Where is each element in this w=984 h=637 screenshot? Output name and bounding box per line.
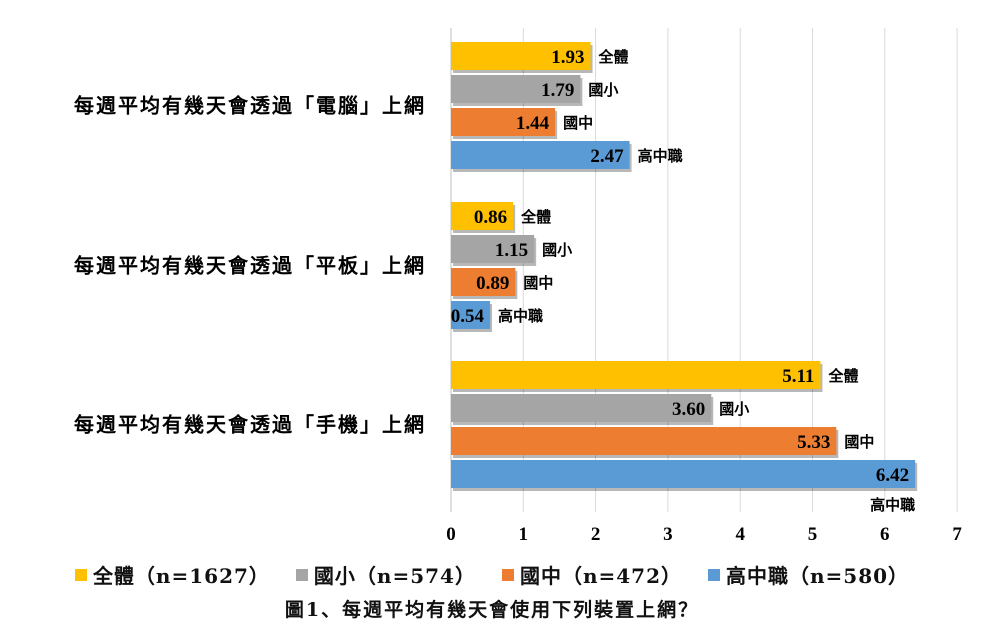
legend-swatch xyxy=(708,568,720,581)
bar xyxy=(451,301,491,329)
series-name-label: 高中職 xyxy=(498,307,543,325)
legend-swatch xyxy=(295,568,308,581)
legend-item: 全體（n=1627） xyxy=(74,560,270,589)
x-tick-label: 2 xyxy=(591,524,601,545)
bar xyxy=(451,141,630,169)
data-label: 0.54 xyxy=(451,306,485,327)
bar-chart: 1.93 全體 1.79 國小 1.44 國中 2.47 高中職 0.86 全體 1.15 國小 0.8… xyxy=(74,28,962,545)
x-tick-label: 0 xyxy=(446,524,456,545)
data-label: 0.86 xyxy=(474,207,507,228)
category-label: 每週平均有幾天會透過「手機」上網 xyxy=(74,413,426,437)
series-name-label: 國中 xyxy=(523,274,553,292)
series-name-label: 國小 xyxy=(542,241,572,259)
x-tick-label: 3 xyxy=(663,524,673,545)
bar xyxy=(451,268,516,296)
x-tick-label: 5 xyxy=(808,524,818,545)
data-label: 1.44 xyxy=(516,113,550,134)
series-name-label: 國小 xyxy=(719,400,749,418)
series-name-label: 國小 xyxy=(588,81,618,99)
data-label: 1.93 xyxy=(551,47,584,68)
series-name-label: 全體 xyxy=(827,367,858,385)
data-label: 1.15 xyxy=(495,240,528,261)
series-name-label: 全體 xyxy=(520,208,551,226)
data-label: 3.60 xyxy=(672,399,705,420)
bar xyxy=(451,202,514,230)
data-label: 2.47 xyxy=(590,146,624,167)
category-label: 每週平均有幾天會透過「平板」上網 xyxy=(74,254,426,278)
bar xyxy=(451,427,837,455)
legend: 全體（n=1627） 國小（n=574） 國中（n=472） 高中職（n=580） xyxy=(0,560,984,589)
bar xyxy=(451,235,535,263)
legend-swatch xyxy=(74,568,87,581)
x-tick-label: 1 xyxy=(519,524,529,545)
series-name-label: 高中職 xyxy=(870,496,915,514)
legend-item: 國小（n=574） xyxy=(295,560,476,589)
legend-item: 國中（n=472） xyxy=(501,560,682,589)
bars: 1.93 全體 1.79 國小 1.44 國中 2.47 高中職 0.86 全體 1.15 國小 0.8… xyxy=(451,42,918,514)
data-label: 6.42 xyxy=(876,465,909,486)
legend-item: 高中職（n=580） xyxy=(708,560,909,589)
legend-label: 全體（n=1627） xyxy=(92,564,270,588)
x-tick-label: 4 xyxy=(735,524,745,545)
legend-label: 高中職（n=580） xyxy=(726,564,910,588)
bar xyxy=(451,108,556,136)
legend-label: 國中（n=472） xyxy=(519,564,682,588)
series-name-label: 高中職 xyxy=(638,147,683,165)
category-labels: 每週平均有幾天會透過「電腦」上網每週平均有幾天會透過「平板」上網每週平均有幾天會… xyxy=(74,94,426,437)
legend-swatch xyxy=(501,568,514,581)
data-label: 5.11 xyxy=(782,366,814,387)
bar xyxy=(451,460,916,488)
data-label: 5.33 xyxy=(797,432,830,453)
bar xyxy=(451,394,712,422)
bar xyxy=(451,75,581,103)
data-label: 1.79 xyxy=(541,80,574,101)
series-name-label: 全體 xyxy=(598,48,629,66)
series-name-label: 國中 xyxy=(844,433,874,451)
x-axis-ticks: 0 1 2 3 4 5 6 7 xyxy=(446,524,962,545)
x-tick-label: 7 xyxy=(952,524,962,545)
figure-caption: 圖1、每週平均有幾天會使用下列裝置上網？ xyxy=(284,599,700,621)
bar xyxy=(451,361,821,389)
legend-label: 國小（n=574） xyxy=(313,564,476,588)
data-label: 0.89 xyxy=(476,273,509,294)
bar xyxy=(451,42,591,70)
series-name-label: 國中 xyxy=(563,114,593,132)
x-tick-label: 6 xyxy=(880,524,890,545)
category-label: 每週平均有幾天會透過「電腦」上網 xyxy=(74,94,426,118)
gridlines xyxy=(450,28,958,512)
